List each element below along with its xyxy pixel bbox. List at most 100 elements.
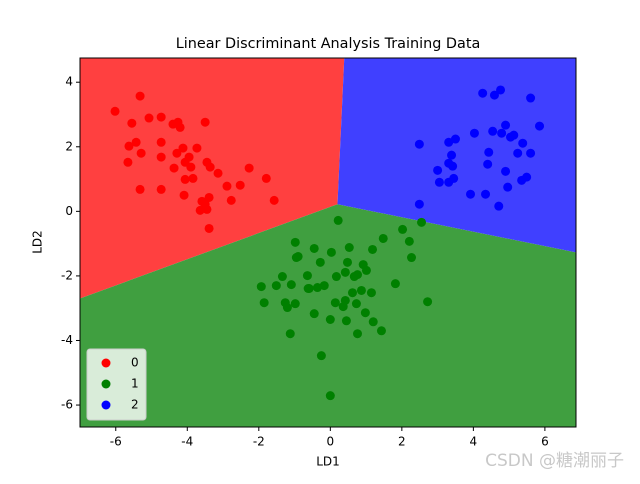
data-point [222, 181, 232, 191]
data-point [353, 329, 363, 339]
data-point [204, 192, 214, 202]
data-point [315, 257, 325, 267]
data-point [361, 265, 371, 275]
x-tick-label: 0 [327, 435, 335, 449]
data-point [444, 137, 454, 147]
data-point [261, 173, 271, 183]
data-point [135, 184, 145, 194]
data-point [378, 233, 388, 243]
y-tick-label: -2 [61, 268, 73, 282]
data-point [290, 299, 300, 309]
data-point [169, 163, 179, 173]
x-tick-label: -4 [181, 435, 193, 449]
data-point [175, 122, 185, 132]
data-point [433, 165, 443, 175]
data-point [186, 162, 196, 172]
data-point [326, 247, 336, 257]
data-point [135, 91, 145, 101]
data-point [333, 215, 343, 225]
data-point [450, 134, 460, 144]
data-point [213, 168, 223, 178]
data-point [518, 138, 528, 148]
data-point [156, 112, 166, 122]
data-point [356, 285, 366, 295]
data-point [277, 272, 287, 282]
data-point [478, 88, 488, 98]
data-point [331, 272, 341, 282]
legend-label: 2 [131, 398, 139, 412]
data-point [366, 288, 376, 298]
data-point [497, 128, 507, 138]
data-point [434, 177, 444, 187]
data-point [414, 139, 424, 149]
data-point [407, 253, 417, 263]
data-point [368, 244, 378, 254]
data-point [202, 204, 212, 214]
data-point [349, 272, 359, 282]
data-point [156, 184, 166, 194]
data-point [494, 201, 504, 211]
data-point [351, 299, 361, 309]
data-point [342, 257, 352, 267]
data-point [124, 141, 134, 151]
data-point [131, 137, 141, 147]
data-point [340, 267, 350, 277]
data-point [448, 161, 458, 171]
y-axis-label: LD2 [31, 230, 45, 254]
x-tick-label: 4 [470, 435, 478, 449]
data-point [269, 195, 279, 205]
data-point [325, 391, 335, 401]
data-point [417, 217, 427, 227]
data-point [110, 106, 120, 116]
data-point [506, 132, 516, 142]
data-point [226, 195, 236, 205]
data-point [483, 159, 493, 169]
data-point [136, 148, 146, 158]
data-point [330, 298, 340, 308]
data-point [235, 180, 245, 190]
data-point [466, 189, 476, 199]
y-tick-label: 0 [65, 204, 73, 218]
legend-marker [101, 400, 111, 410]
axes-frame [79, 57, 577, 428]
data-point [503, 182, 513, 192]
data-point [341, 316, 351, 326]
data-point [192, 143, 202, 153]
data-point [123, 157, 133, 167]
data-point [444, 177, 454, 187]
data-point [200, 117, 210, 127]
y-tick-label: 2 [65, 139, 73, 153]
data-point [404, 236, 414, 246]
watermark: CSDN @糖潮丽子 [485, 451, 624, 471]
y-tick-label: -4 [61, 333, 73, 347]
data-point [376, 326, 386, 336]
x-tick-label: -2 [253, 435, 265, 449]
legend-label: 0 [131, 356, 139, 370]
data-point [423, 297, 433, 307]
data-point [205, 162, 215, 172]
data-point [390, 279, 400, 289]
data-point [484, 147, 494, 157]
data-point [501, 120, 511, 130]
data-point [316, 351, 326, 361]
data-point [309, 309, 319, 319]
data-point [144, 113, 154, 123]
data-point [291, 253, 301, 263]
data-point [286, 280, 296, 290]
data-point [244, 163, 254, 173]
data-point [526, 93, 536, 103]
data-point [513, 148, 523, 158]
data-point [338, 302, 348, 312]
chart-title: Linear Discriminant Analysis Training Da… [176, 36, 481, 52]
legend-label: 1 [131, 377, 139, 391]
legend-box [86, 348, 147, 421]
x-tick-label: 2 [398, 435, 406, 449]
x-axis-label: LD1 [316, 455, 340, 469]
data-point [127, 118, 137, 128]
data-point [188, 173, 198, 183]
data-point [398, 224, 408, 234]
plot-area [80, 58, 576, 427]
data-point [156, 137, 166, 147]
data-point [469, 128, 479, 138]
